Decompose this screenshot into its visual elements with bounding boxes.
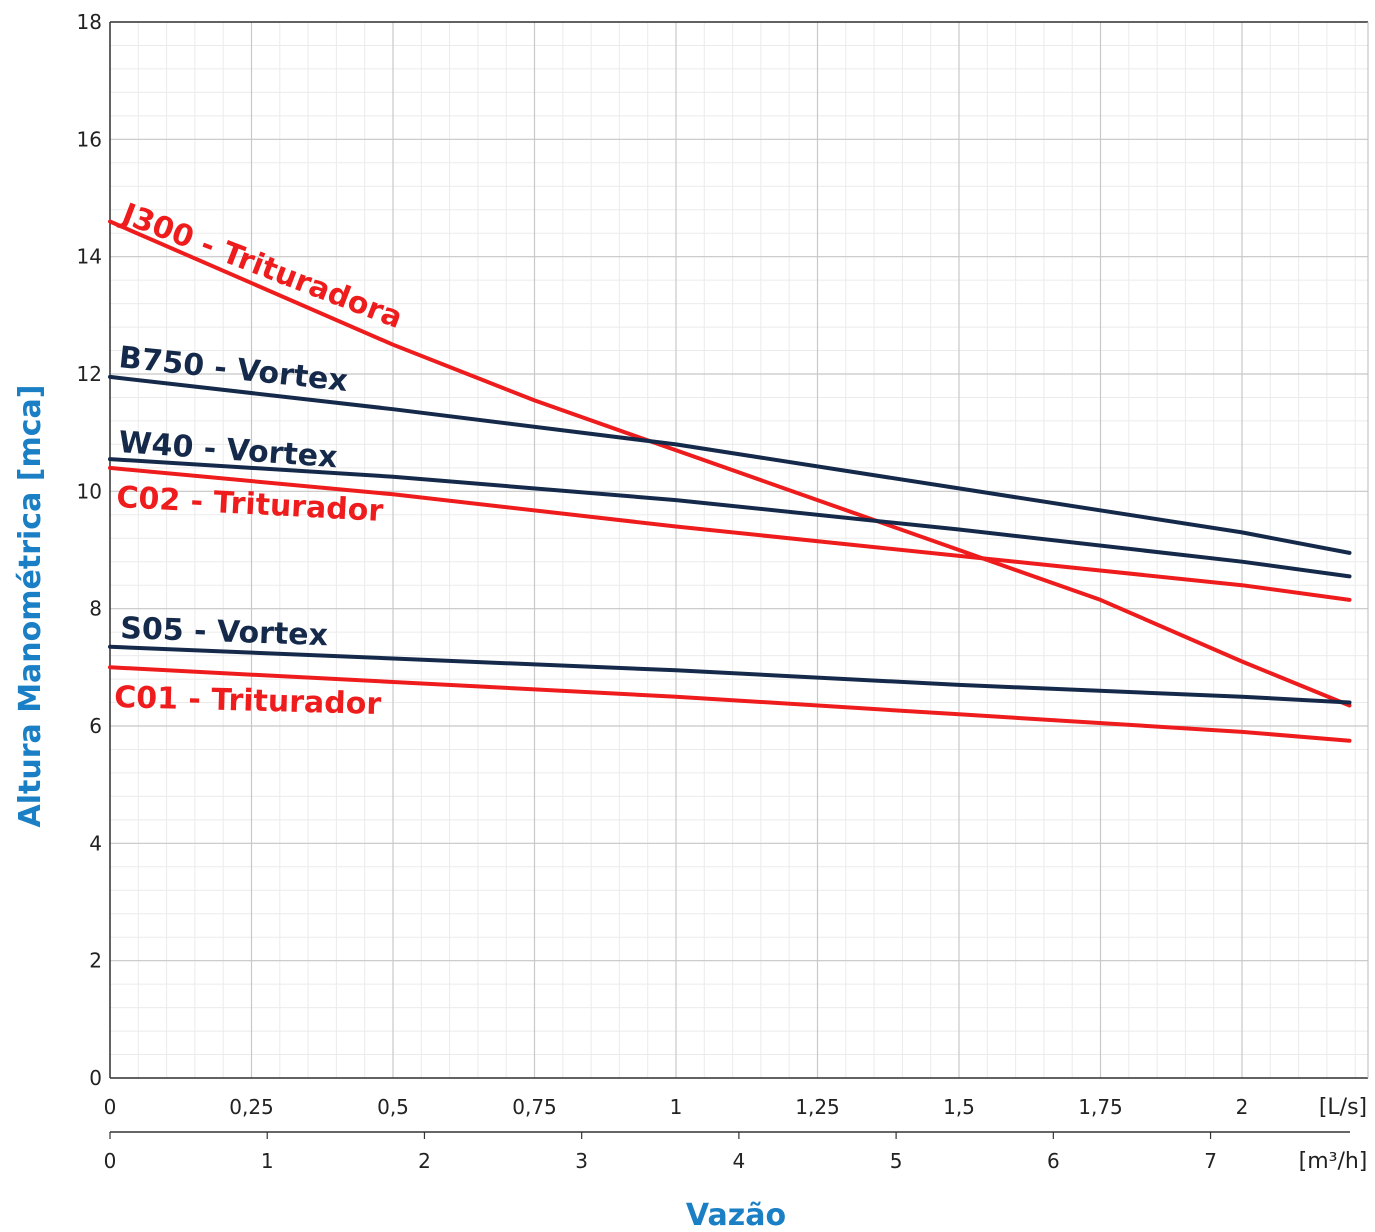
x-secondary-tick-labels: 0 1 2 3 4 5 6 7 [104,1132,1217,1173]
x-secondary-tick-label: 2 [418,1149,431,1173]
y-tick-label: 8 [89,597,102,621]
series-lines [108,219,1352,743]
x-tick-label: 1 [670,1095,683,1119]
series-label-j300-trituradora: J300 - Trituradora [115,196,407,336]
y-tick-label: 16 [77,127,102,151]
x-tick-labels: 0 0,25 0,5 0,75 1 1,25 1,5 1,75 2 [104,1095,1249,1119]
x-tick-label: 2 [1236,1095,1249,1119]
x-secondary-tick-label: 5 [890,1149,903,1173]
series-line-w40-vortex [108,457,1352,579]
axes [109,21,1369,1133]
series-label-c01-triturador: C01 - Triturador [114,680,382,722]
x-tick-label: 0,75 [512,1095,557,1119]
x-tick-label: 0 [104,1095,117,1119]
x-secondary-tick-label: 3 [575,1149,588,1173]
x-secondary-tick-label: 7 [1204,1149,1217,1173]
x-tick-label: 1,5 [943,1095,975,1119]
x-tick-label: 1,25 [795,1095,840,1119]
y-tick-label: 18 [77,10,102,34]
x-axis-title: Vazão [686,1198,786,1232]
x-secondary-tick-label: 6 [1047,1149,1060,1173]
x-tick-label: 0,25 [229,1095,274,1119]
y-tick-label: 10 [77,479,102,503]
y-tick-labels: 0 2 4 6 8 10 12 14 16 18 [77,10,102,1090]
grid [109,21,1368,1079]
series-label-c02-triturador: C02 - Triturador [116,480,385,529]
series-label-s05-vortex: S05 - Vortex [120,611,329,653]
x-unit-primary: [L/s] [1319,1095,1367,1120]
x-secondary-tick-label: 4 [733,1149,746,1173]
y-tick-label: 2 [89,949,102,973]
y-tick-label: 14 [77,245,102,269]
y-axis-title: Altura Manométrica [mca] [13,385,48,828]
series-line-b750-vortex [108,374,1352,555]
series-line-s05-vortex [108,644,1352,705]
x-secondary-tick-label: 0 [104,1149,117,1173]
series-line-c01-triturador [108,665,1352,743]
x-unit-secondary: [m³/h] [1299,1149,1368,1174]
y-tick-label: 0 [89,1066,102,1090]
y-tick-label: 4 [89,831,102,855]
series-line-c02-triturador [108,465,1352,602]
x-tick-label: 0,5 [377,1095,409,1119]
x-tick-label: 1,75 [1078,1095,1123,1119]
x-secondary-tick-label: 1 [261,1149,274,1173]
y-tick-label: 6 [89,714,102,738]
y-tick-label: 12 [77,362,102,386]
series-line-j300-trituradora [108,219,1352,708]
